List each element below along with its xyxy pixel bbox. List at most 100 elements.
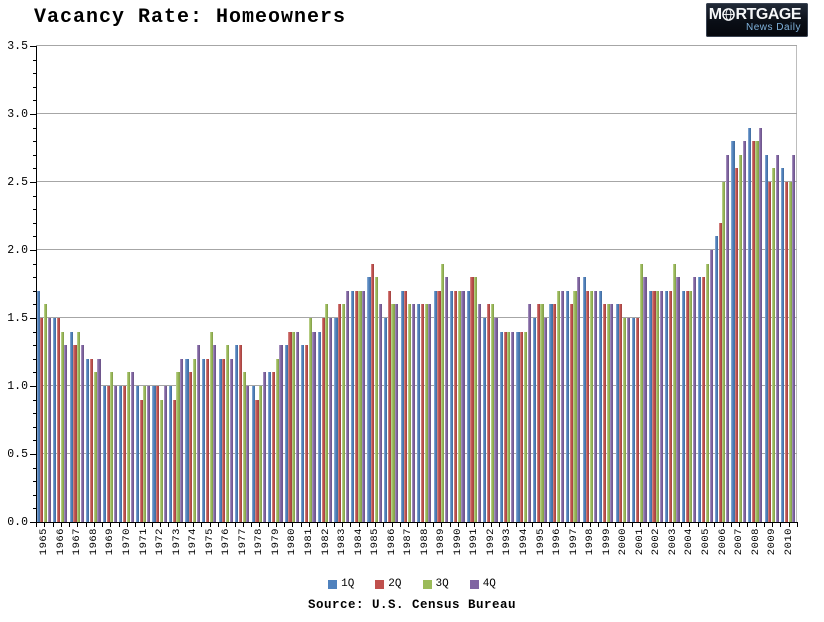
x-tick-label-1997: 1997	[567, 528, 580, 556]
bar-1982-1Q	[317, 331, 321, 522]
y-minor-tick	[33, 168, 36, 170]
x-major-tick	[763, 523, 765, 527]
x-major-tick	[151, 523, 153, 527]
x-tick-label-1976: 1976	[220, 528, 233, 556]
x-tick-label-1989: 1989	[435, 528, 448, 556]
bar-1972-2Q	[156, 386, 160, 522]
y-minor-tick	[33, 222, 36, 224]
x-tick-label-1966: 1966	[54, 528, 67, 556]
year-group-2002	[648, 46, 664, 522]
bar-1990-2Q	[453, 290, 458, 522]
bar-1973-4Q	[180, 358, 184, 522]
x-major-tick	[85, 523, 87, 527]
bar-1983-1Q	[334, 318, 338, 522]
bar-1994-2Q	[520, 331, 524, 522]
bar-2005-3Q	[705, 263, 709, 522]
bar-1978-2Q	[255, 399, 259, 522]
legend-item-1Q: 1Q	[328, 578, 354, 590]
bar-1979-4Q	[279, 345, 283, 522]
year-group-1975	[202, 46, 217, 522]
x-major-tick	[52, 523, 54, 527]
x-minor-tick	[606, 523, 608, 527]
year-group-1997	[565, 46, 581, 522]
bar-1966-1Q	[53, 318, 57, 522]
x-major-tick	[234, 523, 236, 527]
bar-1983-4Q	[345, 290, 349, 522]
x-major-tick	[36, 523, 37, 527]
bar-2003-4Q	[676, 277, 680, 522]
year-group-2010	[781, 46, 796, 522]
bar-2000-1Q	[615, 304, 619, 522]
year-group-2008	[747, 46, 763, 522]
x-tick-label-2008: 2008	[749, 528, 762, 556]
bar-1975-2Q	[205, 358, 209, 522]
bar-1977-4Q	[246, 386, 250, 522]
x-tick-label-1975: 1975	[203, 528, 216, 556]
bar-1973-3Q	[176, 372, 180, 522]
x-major-tick	[383, 523, 385, 527]
bar-1976-1Q	[218, 358, 222, 522]
bar-1989-1Q	[433, 290, 437, 522]
year-group-1972	[152, 46, 167, 522]
bar-1993-4Q	[511, 331, 515, 522]
x-minor-tick	[639, 523, 641, 527]
x-tick-label-1988: 1988	[418, 528, 431, 556]
logo-word-start: M	[708, 6, 722, 23]
y-major-tick	[30, 250, 36, 251]
x-minor-tick	[77, 523, 79, 527]
x-major-tick	[284, 523, 286, 527]
y-minor-tick	[33, 331, 36, 333]
x-major-tick	[267, 523, 269, 527]
source-note: Source: U.S. Census Bureau	[307, 598, 517, 612]
year-group-2007	[731, 46, 746, 522]
bar-1979-3Q	[275, 358, 279, 522]
gridline-3.5	[36, 45, 797, 46]
year-group-1981	[301, 46, 316, 522]
bar-1998-2Q	[586, 290, 590, 522]
x-tick-label-1982: 1982	[319, 528, 332, 556]
bar-2009-3Q	[771, 168, 776, 522]
y-minor-tick	[33, 236, 36, 238]
bar-1999-2Q	[602, 304, 606, 522]
year-group-2000	[615, 46, 630, 522]
x-tick-label-1971: 1971	[137, 528, 150, 556]
y-minor-tick	[33, 440, 36, 442]
year-group-1989	[433, 46, 448, 522]
bar-1971-3Q	[143, 386, 147, 522]
x-major-tick	[399, 523, 401, 527]
x-major-tick	[664, 523, 666, 527]
bar-1966-2Q	[56, 318, 61, 522]
bar-1965-3Q	[44, 304, 48, 522]
x-minor-tick	[342, 523, 344, 527]
x-axis	[33, 522, 798, 523]
x-tick-label-1965: 1965	[38, 528, 51, 556]
bar-1981-4Q	[312, 331, 316, 522]
bar-1980-4Q	[295, 331, 300, 522]
bar-1970-4Q	[130, 372, 134, 522]
legend-label-3Q: 3Q	[435, 578, 449, 590]
y-major-tick	[30, 386, 36, 387]
bar-2010-2Q	[784, 182, 788, 522]
year-group-1999	[599, 46, 614, 522]
bar-1971-4Q	[147, 386, 151, 522]
x-tick-label-1984: 1984	[352, 528, 365, 556]
bar-1985-4Q	[378, 304, 382, 522]
x-major-tick	[747, 523, 749, 527]
bar-2001-1Q	[632, 318, 636, 522]
bar-1983-3Q	[341, 304, 345, 522]
year-group-1993	[499, 46, 515, 522]
x-tick-label-1993: 1993	[501, 528, 514, 556]
x-minor-tick	[573, 523, 575, 527]
bar-1984-3Q	[358, 290, 362, 522]
x-tick-label-1998: 1998	[584, 528, 597, 556]
bar-1967-3Q	[77, 331, 81, 522]
bar-1995-3Q	[540, 304, 544, 522]
x-minor-tick	[424, 523, 426, 527]
x-major-tick	[168, 523, 170, 527]
bar-1970-2Q	[123, 386, 127, 522]
bar-1996-3Q	[556, 290, 561, 522]
bar-1997-1Q	[565, 290, 570, 522]
bar-2004-3Q	[689, 290, 693, 522]
bar-2009-1Q	[764, 154, 768, 522]
